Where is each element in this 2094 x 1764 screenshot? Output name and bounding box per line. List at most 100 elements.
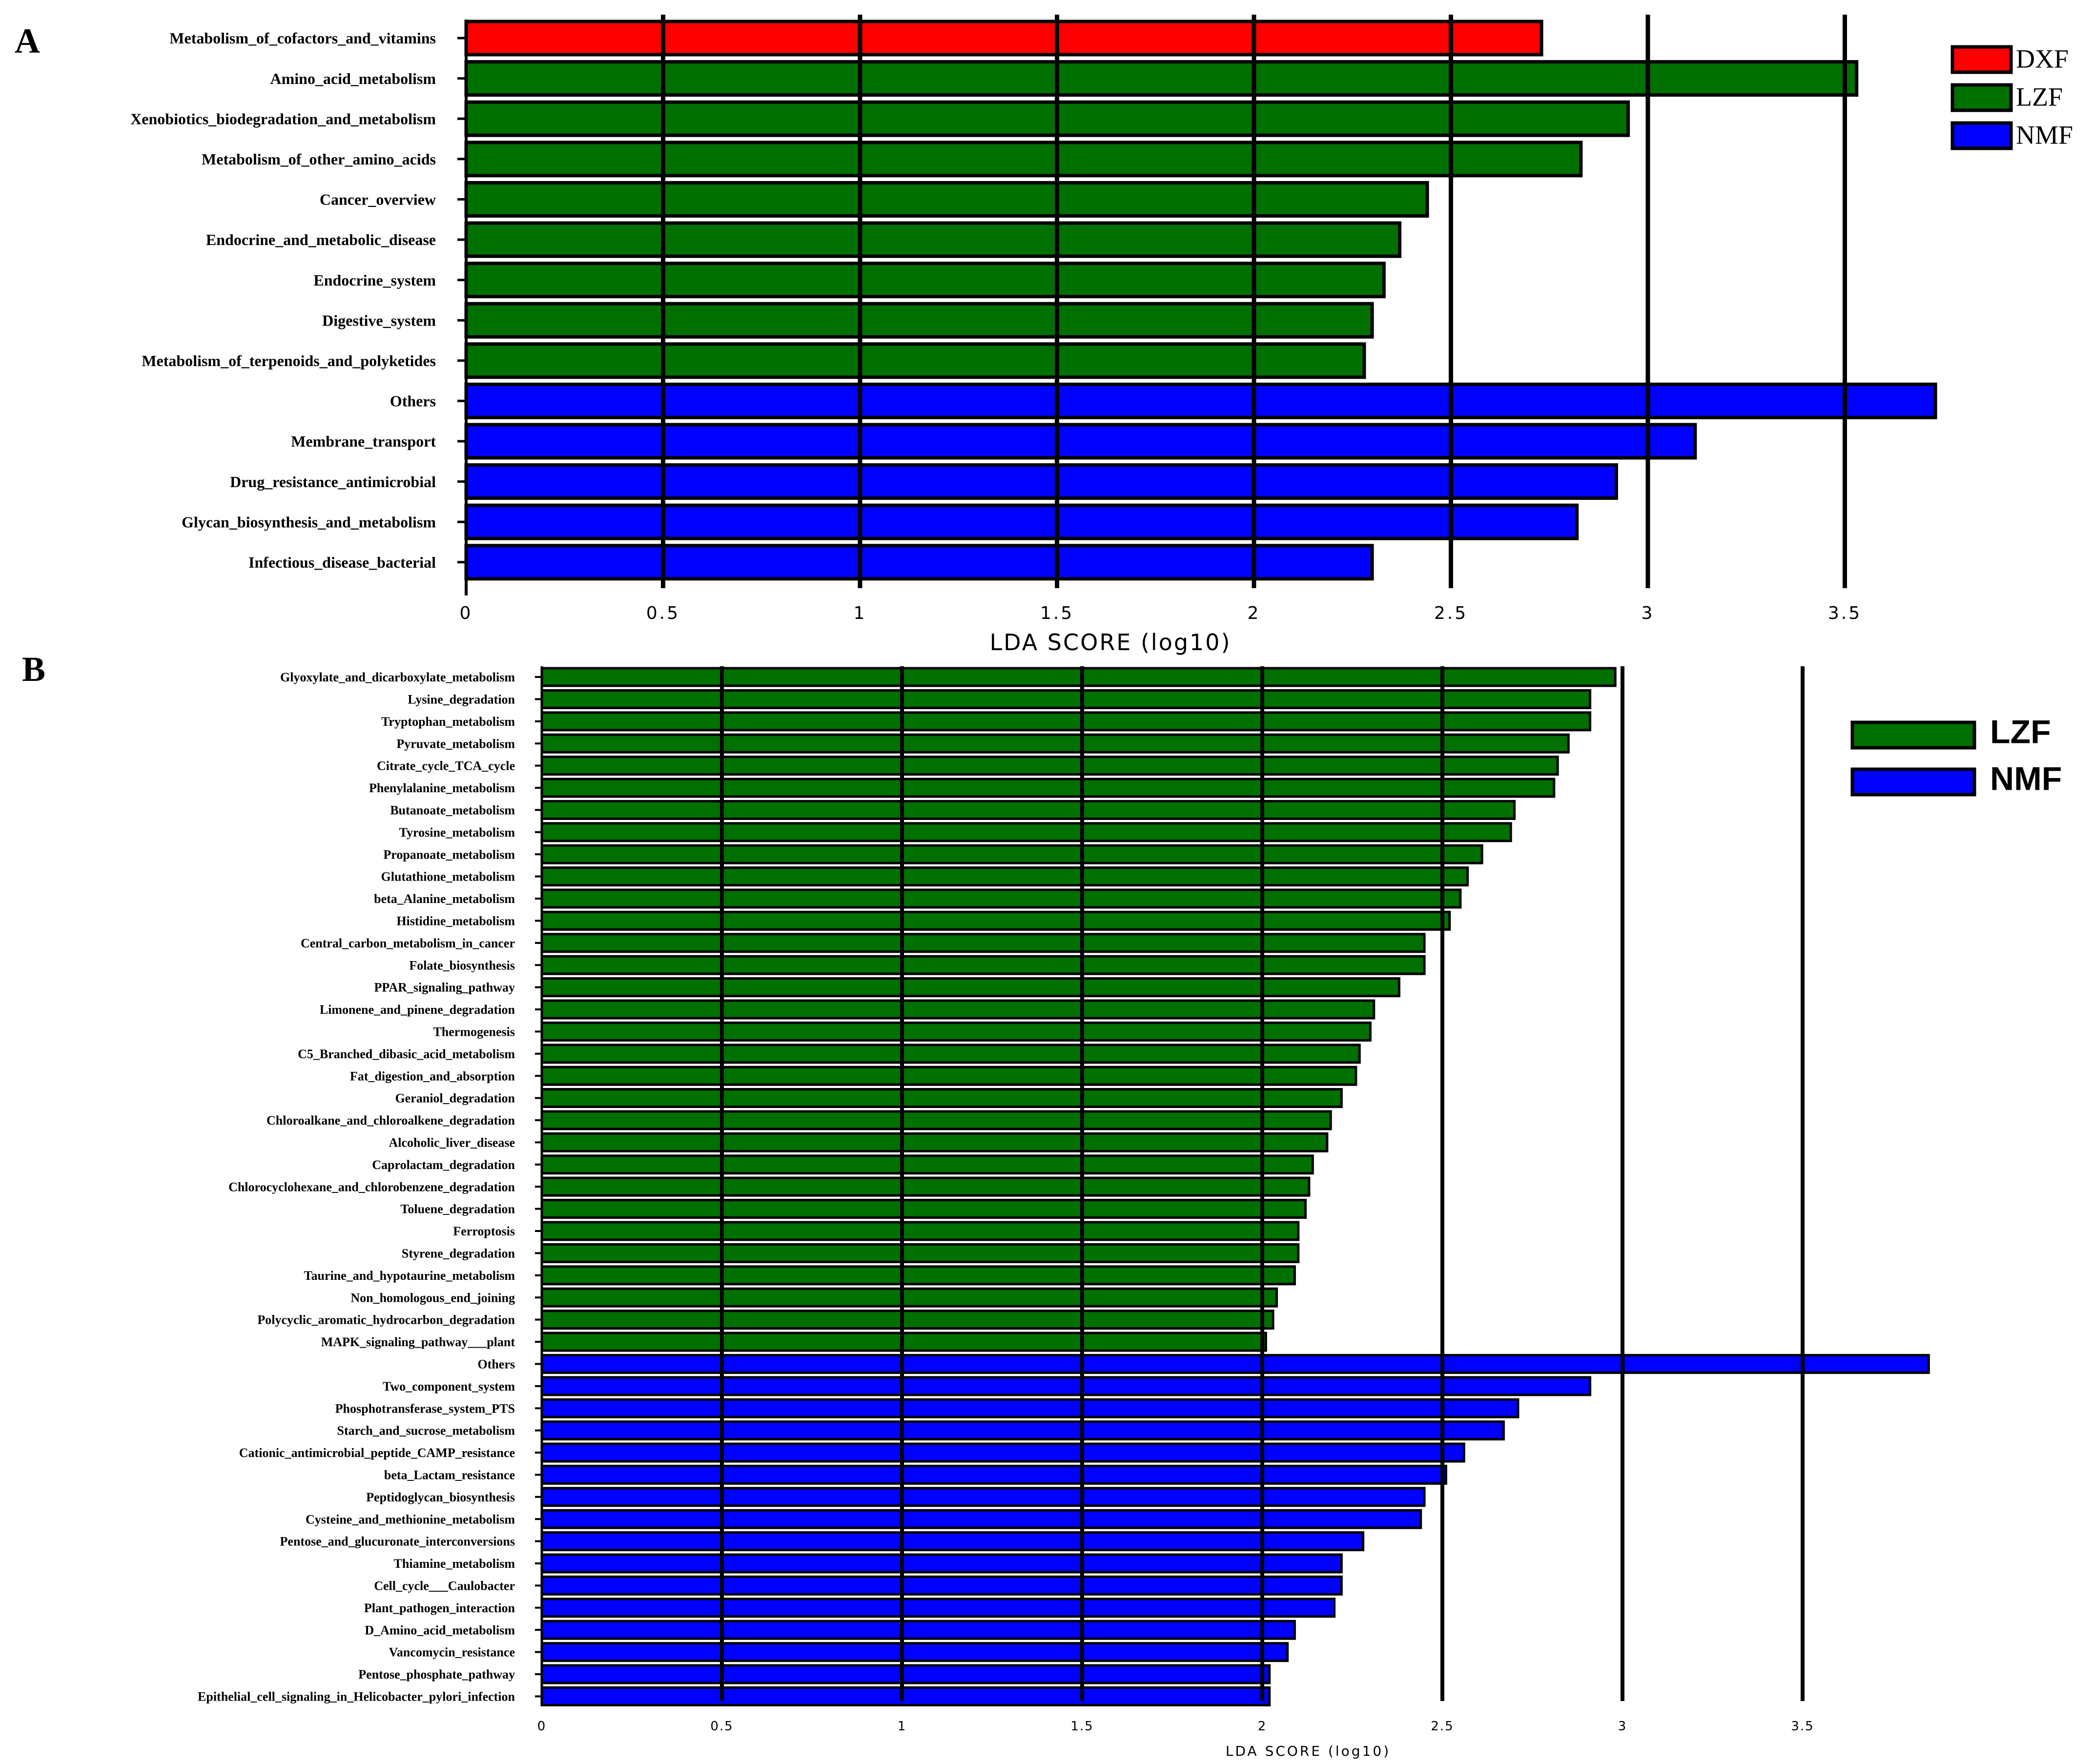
b-x-tick-label: 1 xyxy=(898,1719,907,1734)
b-bar xyxy=(540,1686,1271,1706)
b-category-label: Pentose_and_glucuronate_interconversions xyxy=(280,1535,515,1549)
b-bar xyxy=(540,667,1617,687)
panel-a-x-axis-title: LDA SCORE (log10) xyxy=(989,629,1231,656)
b-bar xyxy=(540,1531,1365,1552)
panel-b-letter: B xyxy=(22,650,45,689)
panel-a: A Metabolism_of_cofactors_and_vitamins Am… xyxy=(15,15,2073,656)
b-category-label: Plant_pathogen_interaction xyxy=(364,1601,515,1615)
b-category-label: Others xyxy=(477,1357,515,1372)
b-category-label: Phosphotransferase_system_PTS xyxy=(335,1401,515,1415)
panel-b: B Glyoxylate_and_dicarboxylate_metabolis… xyxy=(22,650,2062,1759)
b-category-label: Chloroalkane_and_chloroalkene_degradatio… xyxy=(267,1113,515,1128)
a-category-label: Endocrine_and_metabolic_disease xyxy=(206,231,436,248)
a-x-tick-label: 1 xyxy=(854,603,867,623)
panel-b-x-axis-title: LDA SCORE (log10) xyxy=(1226,1743,1391,1759)
b-category-label: Central_carbon_metabolism_in_cancer xyxy=(301,936,515,950)
a-bar xyxy=(464,503,1579,540)
b-category-label: Histidine_metabolism xyxy=(396,914,515,928)
b-bar xyxy=(540,1354,1930,1374)
b-bar xyxy=(540,1487,1426,1507)
b-category-label: D_Amino_acid_metabolism xyxy=(365,1623,515,1637)
a-category-label: Cancer_overview xyxy=(320,191,436,208)
b-legend-swatch-lzf xyxy=(1850,720,1976,750)
b-bar xyxy=(540,1110,1332,1130)
b-bar xyxy=(540,822,1512,842)
panel-b-legend: LZF NMF xyxy=(1850,714,2062,798)
b-category-label: Thiamine_metabolism xyxy=(394,1557,515,1571)
b-category-label: Phenylalanine_metabolism xyxy=(369,781,515,795)
panel-a-letter: A xyxy=(15,21,40,61)
b-x-tick-label: 0 xyxy=(537,1719,547,1734)
b-bar xyxy=(540,733,1570,754)
b-bar xyxy=(540,1176,1311,1197)
a-legend-label-nmf: NMF xyxy=(2016,121,2073,150)
b-bar xyxy=(540,1154,1314,1175)
b-bar xyxy=(540,1243,1300,1263)
a-bar xyxy=(464,463,1618,500)
b-category-label: Citrate_cycle_TCA_cycle xyxy=(377,759,515,773)
a-x-tick-label: 3 xyxy=(1642,603,1655,623)
a-category-label: Amino_acid_metabolism xyxy=(270,70,436,87)
a-bar xyxy=(464,262,1386,299)
b-x-tick-label: 1.5 xyxy=(1070,1719,1093,1734)
b-bar xyxy=(540,1620,1296,1640)
b-category-label: Geraniol_degradation xyxy=(395,1091,515,1106)
b-legend-swatch-nmf xyxy=(1850,767,1976,797)
a-category-label: Glycan_biosynthesis_and_metabolism xyxy=(182,513,436,531)
a-category-label: Others xyxy=(390,392,436,410)
a-legend-swatch-dxf xyxy=(1950,45,2013,74)
b-category-label: Alcoholic_liver_disease xyxy=(389,1136,515,1150)
a-category-label: Digestive_system xyxy=(322,311,436,329)
b-category-label: Toluene_degradation xyxy=(400,1202,515,1216)
b-bar xyxy=(540,800,1516,820)
b-bar xyxy=(540,711,1592,732)
b-category-label: C5_Branched_dibasic_acid_metabolism xyxy=(298,1047,515,1061)
b-category-label: Non_homologous_end_joining xyxy=(350,1291,515,1305)
b-bar xyxy=(540,955,1426,975)
b-category-label: beta_Lactam_resistance xyxy=(384,1468,515,1482)
b-category-label: Glyoxylate_and_dicarboxylate_metabolism xyxy=(280,670,515,684)
b-bar xyxy=(540,1021,1372,1042)
b-bar xyxy=(540,888,1462,909)
a-x-tick-label: 0.5 xyxy=(646,603,680,623)
b-category-label: Cationic_antimicrobial_peptide_CAMP_resi… xyxy=(239,1446,515,1460)
b-category-label: Taurine_and_hypotaurine_metabolism xyxy=(304,1269,515,1283)
b-category-label: Propanoate_metabolism xyxy=(383,847,515,861)
b-legend-label-nmf: NMF xyxy=(1990,760,2062,798)
b-category-label: Limonene_and_pinene_degradation xyxy=(320,1003,515,1017)
a-bar xyxy=(464,20,1543,57)
b-category-label: Styrene_degradation xyxy=(402,1247,515,1261)
b-category-label: Cysteine_and_methionine_metabolism xyxy=(306,1512,515,1526)
b-bar xyxy=(540,999,1375,1020)
b-category-label: Thermogenesis xyxy=(433,1025,515,1039)
a-category-label: Metabolism_of_other_amino_acids xyxy=(202,150,436,168)
a-legend-label-lzf: LZF xyxy=(2016,82,2063,112)
b-bar xyxy=(540,1199,1307,1219)
b-bar xyxy=(540,933,1426,953)
b-category-label: PPAR_signaling_pathway xyxy=(374,981,515,995)
a-x-tick-label: 2 xyxy=(1248,603,1261,623)
b-category-label: Epithelial_cell_signaling_in_Helicobacte… xyxy=(198,1690,515,1704)
panel-a-legend: DXF LZF NMF xyxy=(1950,44,2073,150)
b-bar xyxy=(540,1553,1343,1574)
b-category-label: Butanoate_metabolism xyxy=(390,803,515,818)
b-category-label: beta_Alanine_metabolism xyxy=(374,892,515,906)
b-bar xyxy=(540,1132,1329,1152)
b-x-tick-label: 2.5 xyxy=(1431,1719,1454,1734)
a-bar xyxy=(464,181,1429,218)
a-category-label: Endocrine_system xyxy=(313,271,436,289)
a-bar xyxy=(464,544,1374,581)
b-category-label: Pyruvate_metabolism xyxy=(396,737,515,751)
b-bar xyxy=(540,778,1556,798)
a-category-label: Membrane_transport xyxy=(291,432,436,450)
b-bar xyxy=(540,1088,1343,1108)
a-legend-swatch-nmf xyxy=(1950,121,2013,150)
b-category-label: Two_component_system xyxy=(383,1379,515,1394)
b-category-label: MAPK_signaling_pathway___plant xyxy=(321,1335,515,1349)
a-legend-label-dxf: DXF xyxy=(2016,44,2069,74)
b-category-label: Caprolactam_degradation xyxy=(372,1158,515,1172)
b-category-label: Lysine_degradation xyxy=(408,693,515,707)
b-category-label: Cell_cycle___Caulobacter xyxy=(374,1579,515,1593)
b-bar xyxy=(540,1464,1447,1485)
